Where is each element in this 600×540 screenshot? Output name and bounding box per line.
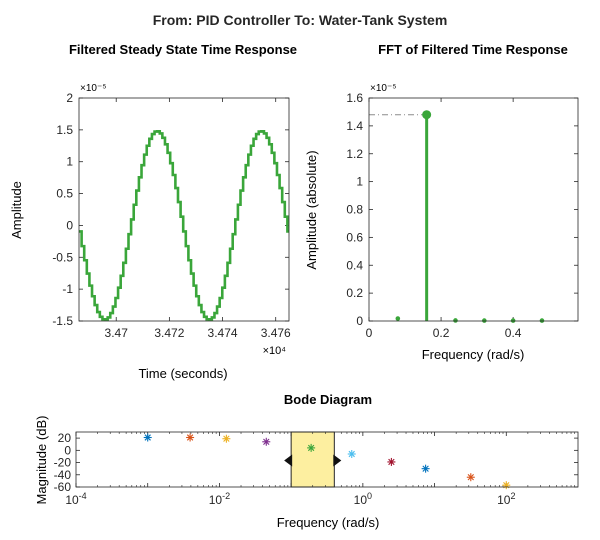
- bode-tick-labels: 10-4 10-2 100 102 200-20-40-60: [54, 431, 516, 507]
- fft-axes[interactable]: FFT of Filtered Time Response 0 0.2 0.4 0 0.…: [304, 42, 579, 362]
- y-tick-label: 1: [356, 175, 363, 189]
- fft-stem-marker: [510, 318, 516, 323]
- bode-point-stroke: [144, 434, 151, 441]
- y-tick-label: 0: [64, 443, 71, 457]
- bode-points: [143, 433, 511, 490]
- bode-point: [143, 433, 152, 442]
- fft-stem-marker: [482, 318, 487, 323]
- bode-point-stroke: [467, 474, 474, 481]
- y-tick-label: 0: [66, 218, 73, 232]
- time-response-axes[interactable]: Filtered Steady State Time Response 3.47…: [9, 42, 297, 381]
- y-tick-label: -1.5: [52, 314, 73, 328]
- y-tick-label: 1.5: [56, 123, 73, 137]
- x-tick-label: 102: [497, 491, 515, 507]
- y-tick-label: 0.2: [346, 286, 363, 300]
- time-response-frame: [78, 97, 290, 322]
- bode-selection-band-fill: [290, 431, 335, 488]
- x-tick-label: 0: [366, 326, 373, 340]
- x-tick-label: 10-4: [65, 491, 86, 507]
- y-tick-label: 0.5: [56, 187, 73, 201]
- y-tick-label: -60: [54, 480, 72, 494]
- time-response-tick-labels: 3.47 3.472 3.474 3.476 -1.5 -1 -0.5 0 0.5 1 1.5 2: [52, 91, 291, 340]
- fft-stem-marker: [453, 318, 458, 323]
- bode-ylabel: Magnitude (dB): [34, 416, 49, 505]
- y-tick-label: 1.4: [346, 119, 363, 133]
- bode-point: [502, 481, 511, 490]
- bode-point-stroke: [223, 435, 230, 442]
- y-tick-label: -40: [54, 468, 72, 482]
- bode-point: [262, 437, 271, 446]
- time-response-y-exponent: ×10⁻⁵: [80, 83, 106, 94]
- y-tick-label: 0.6: [346, 230, 363, 244]
- bode-point-stroke: [422, 465, 429, 472]
- bode-point: [186, 433, 195, 442]
- time-response-plot-area: [79, 98, 289, 321]
- fft-tick-labels: 0 0.2 0.4 0 0.2 0.4 0.6 0.8 1 1.2 1.4 1.6: [346, 91, 521, 340]
- bode-point: [347, 450, 356, 458]
- bode-point: [387, 457, 396, 466]
- bode-point: [222, 434, 231, 443]
- bode-point: [466, 473, 475, 482]
- bode-frame: [75, 431, 579, 488]
- bode-title: Bode Diagram: [284, 392, 372, 407]
- y-tick-label: -1: [62, 282, 73, 296]
- band-right-handle-arrow-icon: [333, 454, 342, 467]
- y-tick-label: 1.2: [346, 147, 363, 161]
- x-tick-label: 3.474: [208, 326, 238, 340]
- bode-point: [421, 464, 430, 473]
- bode-point-stroke: [348, 450, 355, 458]
- x-tick-label: 3.472: [154, 326, 184, 340]
- y-tick-label: -20: [54, 456, 72, 470]
- fft-frame: [368, 97, 579, 322]
- x-tick-label: 3.476: [261, 326, 291, 340]
- bode-xlabel: Frequency (rad/s): [277, 515, 380, 530]
- y-tick-label: -0.5: [52, 250, 73, 264]
- fft-series: [369, 110, 545, 323]
- time-response-x-exponent: ×10⁴: [263, 345, 287, 357]
- y-tick-label: 1.6: [346, 91, 363, 105]
- y-tick-label: 0.4: [346, 258, 363, 272]
- fft-y-exponent: ×10⁻⁵: [370, 83, 396, 94]
- bode-point-stroke: [186, 434, 194, 441]
- time-response-line: [79, 130, 289, 321]
- bode-point-stroke: [388, 458, 395, 466]
- y-tick-label: 1: [66, 155, 73, 169]
- y-tick-label: 2: [66, 91, 73, 105]
- fft-xlabel: Frequency (rad/s): [422, 347, 525, 362]
- fft-ylabel: Amplitude (absolute): [304, 150, 319, 269]
- y-tick-label: 0.8: [346, 203, 363, 217]
- time-response-series: [79, 130, 289, 321]
- x-tick-label: 0.2: [433, 326, 450, 340]
- bode-point: [307, 443, 316, 452]
- y-tick-label: 0: [356, 314, 363, 328]
- fft-stem-marker: [539, 318, 545, 323]
- time-response-xlabel: Time (seconds): [138, 366, 227, 381]
- bode-axes[interactable]: Bode Diagram 10-4 10-2 100 102200-20-40-60 …: [34, 392, 579, 530]
- time-response-title: Filtered Steady State Time Response: [69, 42, 297, 57]
- fft-title: FFT of Filtered Time Response: [378, 42, 568, 57]
- x-tick-label: 3.47: [105, 326, 129, 340]
- x-tick-label: 10-2: [209, 491, 230, 507]
- figure-suptitle: From: PID Controller To: Water-Tank Syst…: [153, 12, 448, 28]
- fft-plot-area: [369, 98, 578, 321]
- bode-selection-band[interactable]: [284, 431, 342, 488]
- y-tick-label: 20: [58, 431, 72, 445]
- bode-point-stroke: [307, 444, 315, 452]
- x-tick-label: 0.4: [505, 326, 522, 340]
- x-tick-label: 100: [354, 491, 372, 507]
- fft-stem-marker: [422, 110, 432, 120]
- band-left-handle-arrow-icon: [284, 454, 293, 467]
- time-response-ylabel: Amplitude: [9, 181, 24, 239]
- fft-stem-marker: [395, 316, 401, 321]
- bode-point-stroke: [263, 438, 270, 445]
